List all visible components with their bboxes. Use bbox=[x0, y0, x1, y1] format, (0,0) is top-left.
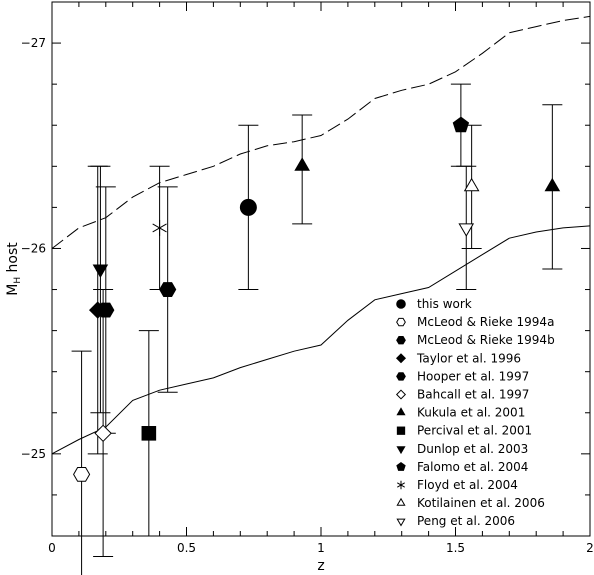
dashed-curve bbox=[51, 15, 591, 249]
data-point bbox=[141, 426, 157, 441]
asterisk-stroke bbox=[397, 482, 405, 488]
legend-marker bbox=[396, 336, 406, 345]
y-axis-title-main: M bbox=[5, 284, 21, 296]
legend-label: Bahcall et al. 1997 bbox=[417, 388, 529, 402]
y-tick-label: −25 bbox=[21, 447, 46, 461]
legend-label: Percival et al. 2001 bbox=[417, 424, 532, 438]
data-point bbox=[458, 223, 475, 237]
legend-label: Peng et al. 2006 bbox=[417, 514, 515, 528]
legend-marker bbox=[396, 299, 406, 309]
legend-label: Falomo et al. 2004 bbox=[417, 460, 528, 474]
legend-marker bbox=[395, 389, 407, 400]
legend-label: Taylor et al. 1996 bbox=[416, 351, 521, 365]
legend-label: Kukula et al. 2001 bbox=[417, 406, 525, 420]
x-tick-label: 1.5 bbox=[446, 541, 465, 555]
data-point bbox=[159, 282, 177, 297]
data-point bbox=[463, 177, 480, 192]
axis-ticks: 0 0.5 1 1.5 2 −25 −26 −27 bbox=[21, 1, 594, 555]
x-tick-label: 2 bbox=[586, 541, 594, 555]
legend-label: Dunlop et al. 2003 bbox=[417, 442, 528, 456]
model-curves bbox=[51, 15, 591, 455]
data-point bbox=[97, 302, 115, 318]
data-point bbox=[239, 198, 257, 216]
legend-marker bbox=[396, 372, 406, 381]
y-tick-label: −27 bbox=[21, 36, 46, 50]
data-point bbox=[152, 219, 167, 236]
legend-label: McLeod & Rieke 1994a bbox=[417, 315, 554, 329]
legend-marker bbox=[396, 446, 406, 455]
asterisk-stroke bbox=[152, 223, 167, 233]
data-point bbox=[94, 424, 112, 443]
y-axis-title: MH host bbox=[5, 242, 23, 296]
y-tick-label: −26 bbox=[21, 241, 46, 255]
data-point bbox=[452, 116, 470, 133]
legend-marker bbox=[396, 497, 406, 506]
x-tick-label: 1 bbox=[317, 541, 325, 555]
data-point bbox=[73, 467, 91, 482]
x-axis-title: z bbox=[317, 558, 324, 574]
solid-curve bbox=[51, 225, 591, 455]
legend-label: Floyd et al. 2004 bbox=[417, 478, 518, 492]
y-axis-title-suffix: host bbox=[5, 242, 21, 277]
legend-marker bbox=[396, 317, 406, 327]
y-axis-title-sub: H bbox=[13, 277, 23, 284]
legend: this work McLeod & Rieke 1994a McLeod & Ri… bbox=[395, 297, 555, 528]
legend-label: Hooper et al. 1997 bbox=[417, 369, 529, 383]
legend-label: this work bbox=[417, 297, 472, 311]
legend-marker bbox=[396, 461, 406, 471]
legend-label: Kotilainen et al. 2006 bbox=[417, 496, 545, 510]
x-tick-label: 0 bbox=[48, 541, 56, 555]
x-tick-label: 0.5 bbox=[177, 541, 196, 555]
legend-marker bbox=[395, 353, 407, 364]
legend-label: McLeod & Rieke 1994b bbox=[417, 333, 555, 347]
data-point bbox=[544, 177, 561, 192]
data-markers bbox=[73, 116, 561, 482]
plot-frame bbox=[51, 1, 591, 537]
legend-marker bbox=[396, 518, 406, 527]
legend-marker bbox=[397, 480, 405, 490]
legend-marker bbox=[396, 426, 406, 435]
legend-marker bbox=[396, 407, 406, 416]
data-point bbox=[92, 264, 109, 279]
data-point bbox=[294, 157, 310, 171]
